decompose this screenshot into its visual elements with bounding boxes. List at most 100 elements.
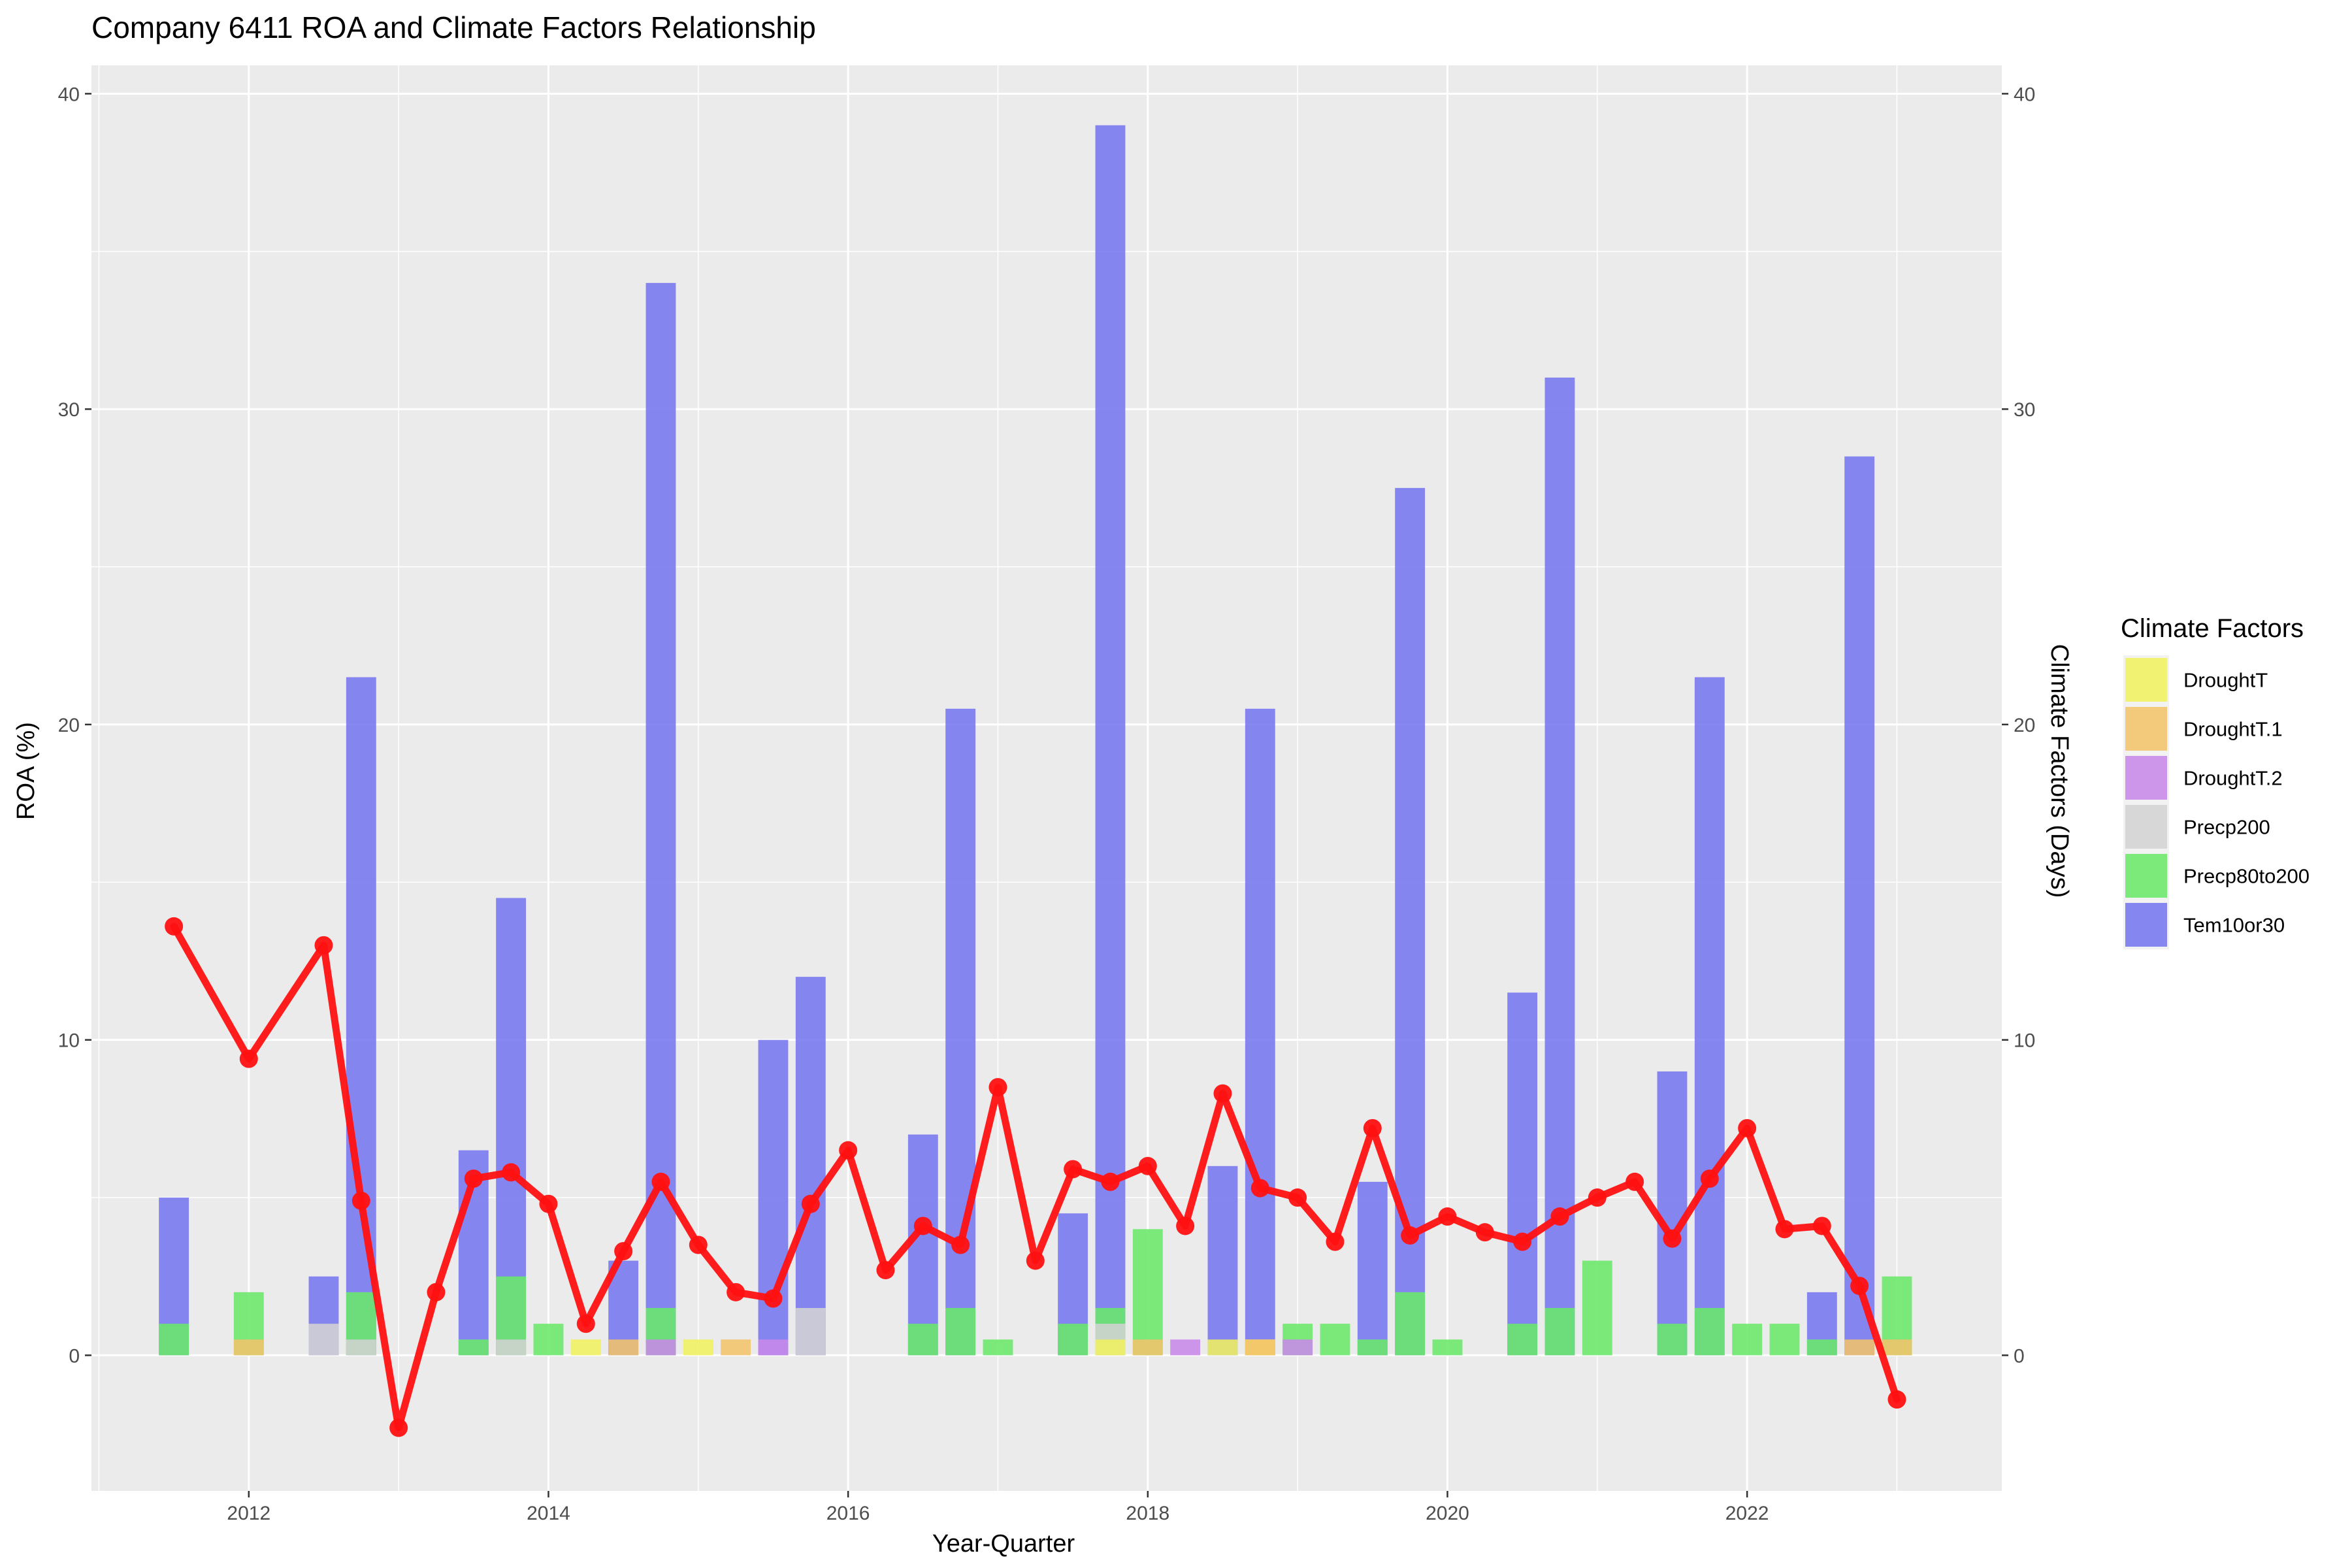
roa-point: [1775, 1220, 1794, 1239]
bar-precp80to200: [1395, 1292, 1426, 1356]
bar-droughtt-2: [1170, 1339, 1201, 1356]
y-tick-label: 10: [58, 1030, 80, 1052]
roa-point: [727, 1282, 745, 1301]
bar-tem10or30: [1357, 1181, 1388, 1356]
roa-point: [239, 1049, 258, 1068]
bar-precp80to200: [1132, 1229, 1163, 1356]
y2-tick-label: 20: [2014, 715, 2035, 736]
y-tick-label: 20: [58, 715, 80, 736]
bar-precp80to200: [1582, 1260, 1612, 1356]
roa-point: [1250, 1179, 1269, 1198]
bar-precp80to200: [1432, 1339, 1463, 1356]
roa-point: [1513, 1232, 1532, 1251]
roa-point: [801, 1194, 820, 1213]
legend-label-tem10or30: Tem10or30: [2183, 914, 2285, 937]
legend-swatch-tem10or30: [2125, 903, 2167, 947]
bar-precp80to200: [1769, 1324, 1800, 1356]
bar-precp200: [795, 1308, 826, 1356]
x-tick-label: 2016: [826, 1503, 870, 1524]
x-axis-label: Year-Quarter: [932, 1530, 1075, 1558]
roa-point: [988, 1078, 1007, 1097]
bar-droughtt-1: [1844, 1339, 1875, 1356]
bar-droughtt: [1207, 1339, 1238, 1356]
bar-tem10or30: [1694, 677, 1725, 1356]
y2-tick-label: 10: [2014, 1030, 2035, 1052]
legend-label-precp200: Precp200: [2183, 816, 2270, 839]
y-tick-label: 40: [58, 84, 80, 105]
bar-droughtt-1: [608, 1339, 639, 1356]
roa-point: [839, 1141, 858, 1160]
roa-point: [1738, 1119, 1757, 1137]
bar-tem10or30: [945, 708, 976, 1356]
roa-point: [1288, 1188, 1307, 1207]
x-tick-label: 2014: [527, 1503, 570, 1524]
x-tick-label: 2022: [1725, 1503, 1769, 1524]
roa-point: [614, 1242, 633, 1261]
legend-swatch-precp200: [2125, 805, 2167, 849]
roa-point: [1663, 1229, 1682, 1248]
roa-point: [1363, 1119, 1382, 1137]
legend: Climate Factors DroughtT DroughtT.1 Drough…: [2121, 614, 2310, 949]
x-tick-label: 2020: [1426, 1503, 1469, 1524]
y2-tick-label: 0: [2014, 1345, 2025, 1367]
roa-point: [464, 1169, 483, 1188]
bar-droughtt: [1095, 1339, 1126, 1356]
roa-point: [539, 1194, 558, 1213]
bar-tem10or30: [1095, 125, 1126, 1356]
legend-title: Climate Factors: [2121, 614, 2304, 643]
bar-precp80to200: [1806, 1339, 1837, 1356]
roa-point: [1887, 1390, 1906, 1409]
bar-precp80to200: [1058, 1324, 1088, 1356]
y2-tick-label: 30: [2014, 399, 2035, 421]
legend-swatch-droughtt: [2125, 658, 2167, 702]
chart-title: Company 6411 ROA and Climate Factors Rel…: [91, 10, 816, 44]
minor-gridlines: [91, 65, 2002, 1491]
bar-precp80to200: [1657, 1324, 1688, 1356]
legend-label-droughtt-2: DroughtT.2: [2183, 767, 2283, 790]
y-axis-label: ROA (%): [12, 722, 40, 820]
roa-point: [427, 1282, 446, 1301]
bar-droughtt-1: [1882, 1339, 1912, 1356]
bar-precp80to200: [1732, 1324, 1763, 1356]
roa-point: [1401, 1226, 1420, 1245]
roa-point: [1026, 1251, 1045, 1270]
legend-swatch-droughtt-2: [2125, 756, 2167, 800]
bar-precp80to200: [945, 1308, 976, 1356]
roa-point: [1326, 1232, 1345, 1251]
legend-label-precp80to200: Precp80to200: [2183, 865, 2310, 888]
bar-droughtt-1: [233, 1339, 264, 1356]
bar-droughtt-1: [1245, 1339, 1275, 1356]
bar-precp200: [346, 1339, 376, 1356]
bar-tem10or30: [1544, 377, 1575, 1356]
roa-point: [764, 1289, 783, 1308]
legend-label-droughtt: DroughtT: [2183, 669, 2268, 692]
roa-point: [314, 936, 333, 955]
roa-point: [951, 1235, 970, 1254]
bar-tem10or30: [758, 1039, 789, 1356]
roa-line-group: [165, 917, 1906, 1437]
bar-tem10or30: [795, 977, 826, 1356]
bar-tem10or30: [1207, 1166, 1238, 1356]
roa-point: [651, 1172, 670, 1191]
roa-point: [876, 1261, 895, 1280]
roa-point: [576, 1315, 595, 1333]
roa-point: [1138, 1156, 1157, 1175]
roa-point: [689, 1235, 708, 1254]
legend-swatch-precp80to200: [2125, 854, 2167, 898]
bar-droughtt-2: [1282, 1339, 1313, 1356]
bar-droughtt-2: [645, 1339, 676, 1356]
roa-point: [502, 1163, 521, 1182]
legend-swatch-droughtt-1: [2125, 707, 2167, 751]
bar-precp80to200: [159, 1324, 189, 1356]
bar-precp200: [308, 1324, 339, 1356]
bar-precp80to200: [983, 1339, 1013, 1356]
bar-precp80to200: [907, 1324, 938, 1356]
bar-droughtt: [683, 1339, 713, 1356]
roa-point: [351, 1191, 370, 1210]
y2-tick-label: 40: [2014, 84, 2035, 105]
roa-point: [1812, 1217, 1831, 1235]
axes: 0 10 20 30 40 0 10 20 30 40 2012 2014 2016 2018 2020 20…: [58, 84, 2036, 1524]
roa-point: [1101, 1172, 1120, 1191]
roa-point: [1850, 1277, 1869, 1296]
